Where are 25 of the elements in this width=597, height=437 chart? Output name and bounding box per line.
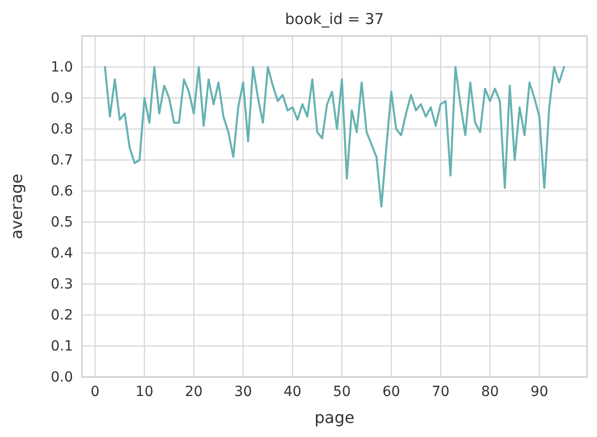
line-series xyxy=(104,66,566,208)
x-tick-label: 60 xyxy=(382,384,400,400)
x-tick-label: 70 xyxy=(432,384,450,400)
x-tick-label: 10 xyxy=(136,384,154,400)
y-tick-label: 0.9 xyxy=(50,90,73,106)
y-tick-label: 0.2 xyxy=(50,307,73,324)
chart-title: book_id = 37 xyxy=(285,10,384,28)
x-axis-title: page xyxy=(314,408,354,427)
y-tick-label: 0.6 xyxy=(50,183,74,200)
x-tick-label: 90 xyxy=(530,384,548,400)
x-tick-label: 0 xyxy=(90,384,100,400)
y-tick-label: 0.0 xyxy=(50,369,73,386)
y-tick-label: 0.5 xyxy=(50,214,73,230)
x-tick-label: 80 xyxy=(481,384,499,400)
x-tick-label: 20 xyxy=(184,384,203,400)
y-axis-title: average xyxy=(7,174,26,240)
y-tick-label: 0.8 xyxy=(50,121,73,138)
y-tick-label: 0.1 xyxy=(50,338,73,354)
y-tick-label: 0.4 xyxy=(50,245,74,262)
x-tick-label: 50 xyxy=(332,384,351,400)
y-tick-label: 0.3 xyxy=(50,276,73,292)
x-tick-label: 30 xyxy=(234,384,252,400)
y-tick-label: 1.0 xyxy=(50,59,73,76)
y-tick-label: 0.7 xyxy=(50,152,73,168)
x-tick-label: 40 xyxy=(284,384,302,400)
